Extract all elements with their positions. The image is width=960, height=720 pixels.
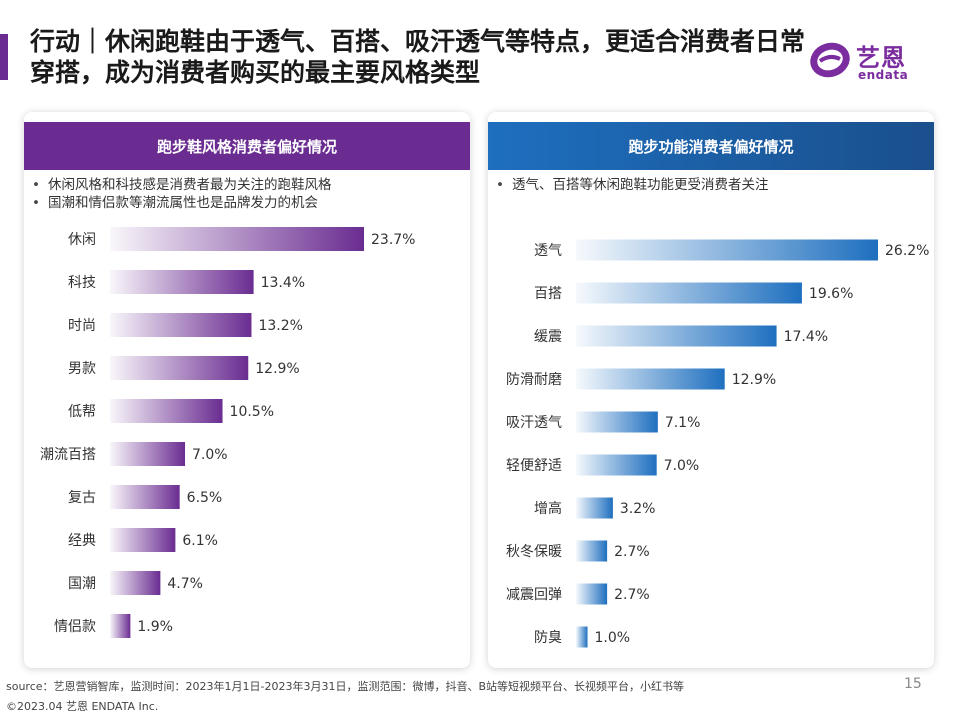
category-label: 休闲 bbox=[68, 232, 96, 248]
bar bbox=[576, 282, 802, 304]
value-label: 13.2% bbox=[258, 318, 302, 334]
page-number: 15 bbox=[904, 676, 922, 692]
footer-source: source：艺恩营销智库，监测时间：2023年1月1日-2023年3月31日，… bbox=[6, 680, 685, 693]
bar bbox=[110, 313, 252, 337]
value-label: 26.2% bbox=[885, 243, 929, 259]
bar bbox=[110, 227, 364, 251]
function-preference-bar-chart: 透气 26.2% 百搭 19.6% 缓震 17.4% 防滑耐磨 12.9% 吸汗透气 7.1% 轻便… bbox=[506, 239, 929, 648]
category-label: 增高 bbox=[534, 500, 562, 517]
bar bbox=[576, 626, 588, 648]
bar bbox=[576, 540, 608, 562]
style-panel-bullets: 休闲风格和科技感是消费者最为关注的跑鞋风格 国潮和情侣款等潮流属性也是品牌发力的… bbox=[24, 176, 470, 212]
value-label: 6.5% bbox=[187, 490, 223, 506]
bar bbox=[576, 583, 608, 605]
category-label: 缓震 bbox=[534, 329, 562, 345]
style-bullet: 国潮和情侣款等潮流属性也是品牌发力的机会 bbox=[32, 194, 470, 212]
function-bullet: 透气、百搭等休闲跑鞋功能更受消费者关注 bbox=[496, 176, 934, 194]
category-label: 时尚 bbox=[68, 318, 96, 334]
category-label: 吸汗透气 bbox=[506, 415, 562, 431]
category-label: 复古 bbox=[68, 489, 96, 506]
endata-logo: 艺恩 endata bbox=[808, 36, 938, 86]
bar bbox=[110, 270, 254, 294]
value-label: 7.1% bbox=[665, 415, 701, 431]
value-label: 10.5% bbox=[230, 404, 274, 420]
value-label: 7.0% bbox=[664, 458, 700, 474]
category-label: 男款 bbox=[68, 361, 96, 377]
category-label: 潮流百搭 bbox=[40, 447, 96, 463]
style-preference-bar-chart: 休闲 23.7% 科技 13.4% 时尚 13.2% 男款 12.9% 低帮 10.5% 潮流百搭 7… bbox=[40, 227, 415, 638]
value-label: 1.0% bbox=[595, 630, 631, 646]
logo-cn-text: 艺恩 bbox=[856, 44, 906, 72]
function-panel-header: 跑步功能消费者偏好情况 bbox=[488, 122, 934, 170]
bar bbox=[110, 571, 161, 595]
value-label: 1.9% bbox=[137, 619, 173, 635]
style-preference-panel: 跑步鞋风格消费者偏好情况 休闲风格和科技感是消费者最为关注的跑鞋风格 国潮和情侣… bbox=[24, 112, 470, 668]
bar bbox=[110, 614, 131, 638]
bar bbox=[576, 368, 725, 390]
category-label: 减震回弹 bbox=[506, 587, 562, 603]
bar bbox=[110, 442, 186, 466]
style-panel-header: 跑步鞋风格消费者偏好情况 bbox=[24, 122, 470, 170]
style-bullet: 休闲风格和科技感是消费者最为关注的跑鞋风格 bbox=[32, 176, 470, 194]
bar bbox=[110, 485, 180, 509]
function-preference-panel: 跑步功能消费者偏好情况 透气、百搭等休闲跑鞋功能更受消费者关注 透气 26.2% 百… bbox=[488, 112, 934, 668]
category-label: 经典 bbox=[68, 533, 96, 549]
value-label: 7.0% bbox=[192, 447, 228, 463]
value-label: 4.7% bbox=[167, 576, 203, 592]
category-label: 防滑耐磨 bbox=[506, 371, 562, 388]
footer-copyright: ©2023.04 艺恩 ENDATA Inc. bbox=[6, 700, 159, 713]
bar bbox=[576, 411, 658, 433]
function-panel-bullets: 透气、百搭等休闲跑鞋功能更受消费者关注 bbox=[488, 176, 934, 194]
value-label: 17.4% bbox=[784, 329, 828, 345]
category-label: 秋冬保暖 bbox=[506, 544, 562, 560]
bar bbox=[110, 356, 249, 380]
bar bbox=[110, 528, 176, 552]
page-title: 行动｜休闲跑鞋由于透气、百搭、吸汗透气等特点，更适合消费者日常穿搭，成为消费者购… bbox=[30, 27, 806, 87]
bar bbox=[576, 497, 613, 519]
value-label: 3.2% bbox=[620, 501, 656, 517]
value-label: 12.9% bbox=[732, 372, 776, 388]
category-label: 国潮 bbox=[68, 576, 96, 592]
bar bbox=[576, 454, 657, 476]
bar bbox=[110, 399, 223, 423]
value-label: 6.1% bbox=[182, 533, 218, 549]
logo-en-text: endata bbox=[858, 68, 909, 82]
bar bbox=[576, 325, 777, 347]
value-label: 12.9% bbox=[255, 361, 299, 377]
bar bbox=[576, 239, 878, 261]
category-label: 百搭 bbox=[534, 286, 562, 302]
value-label: 13.4% bbox=[261, 275, 305, 291]
endata-logo-icon bbox=[810, 42, 850, 78]
value-label: 2.7% bbox=[614, 544, 650, 560]
category-label: 透气 bbox=[534, 243, 562, 259]
value-label: 2.7% bbox=[614, 587, 650, 603]
title-accent-bar bbox=[0, 34, 8, 80]
category-label: 科技 bbox=[68, 275, 96, 291]
category-label: 低帮 bbox=[68, 404, 96, 420]
category-label: 防臭 bbox=[534, 630, 562, 646]
value-label: 23.7% bbox=[371, 232, 415, 248]
category-label: 轻便舒适 bbox=[506, 458, 562, 474]
category-label: 情侣款 bbox=[54, 619, 96, 635]
value-label: 19.6% bbox=[809, 286, 853, 302]
